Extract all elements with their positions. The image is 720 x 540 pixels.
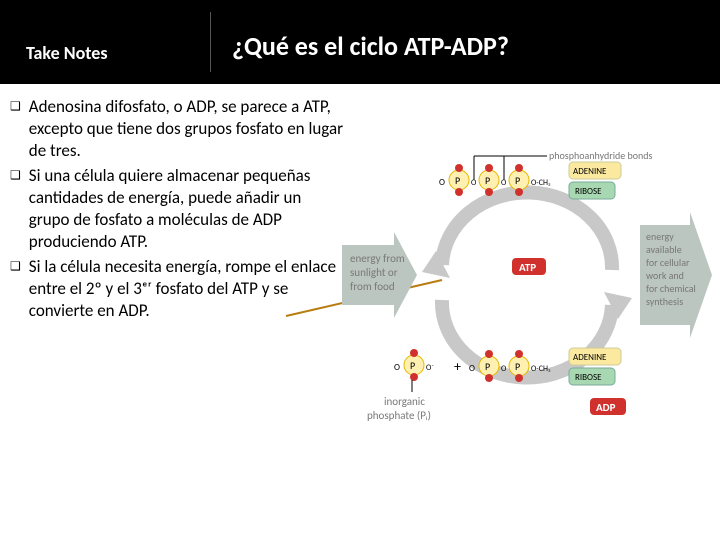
take-notes-label: Take Notes <box>26 42 108 64</box>
bullet-list: ❑ Adenosina difosfato, o ADP, se parece … <box>10 96 345 326</box>
atp-adp-cycle-diagram: energy from sunlight or from food energy… <box>342 130 712 480</box>
energy-out-l4: work and <box>646 269 684 282</box>
energy-in-l1: energy from <box>350 252 405 265</box>
svg-text:O: O <box>469 363 475 374</box>
plus-sign: + <box>454 358 461 375</box>
energy-in-l2: sunlight or <box>350 266 398 279</box>
energy-out-l5: for chemical <box>646 282 696 295</box>
pi-label-l2: phosphate (Pᵢ) <box>367 409 431 422</box>
atp-badge: ATP <box>512 258 546 275</box>
svg-text:P: P <box>515 360 520 373</box>
svg-text:ADP: ADP <box>596 401 616 414</box>
svg-text:O⁻: O⁻ <box>426 363 434 373</box>
svg-text:P: P <box>485 360 490 373</box>
svg-text:P: P <box>515 174 520 187</box>
header-divider <box>210 12 211 72</box>
ribose-label: RIBOSE <box>575 186 602 197</box>
energy-out-l6: synthesis <box>646 295 683 308</box>
list-item: ❑ Adenosina difosfato, o ADP, se parece … <box>10 96 345 161</box>
ribose-label: RIBOSE <box>575 372 602 383</box>
bullet-text: Adenosina difosfato, o ADP, se parece a … <box>29 96 345 161</box>
adp-badge: ADP <box>590 398 626 415</box>
list-item: ❑ Si una célula quiere almacenar pequeña… <box>10 165 345 252</box>
energy-out-l2: available <box>646 243 682 256</box>
svg-text:ATP: ATP <box>519 261 536 274</box>
bullet-text: Si una célula quiere almacenar pequeñas … <box>29 165 345 252</box>
svg-text:O: O <box>501 364 507 374</box>
svg-text:O-CH₂: O-CH₂ <box>531 364 551 374</box>
slide-title: ¿Qué es el ciclo ATP-ADP? <box>232 30 509 62</box>
energy-out-l3: for cellular <box>646 256 690 269</box>
svg-text:P: P <box>485 174 490 187</box>
svg-text:P: P <box>410 359 415 372</box>
adenine-label: ADENINE <box>573 352 607 363</box>
energy-in-arrow: energy from sunlight or from food <box>342 232 417 318</box>
energy-out-l1: energy <box>646 230 674 243</box>
svg-text:O: O <box>394 362 400 373</box>
bullet-marker-icon: ❑ <box>10 260 21 321</box>
svg-text:O-CH₂: O-CH₂ <box>531 178 551 188</box>
energy-in-l3: from food <box>350 280 395 293</box>
pi-label-l1: inorganic <box>384 395 425 408</box>
slide-header: Take Notes ¿Qué es el ciclo ATP-ADP? <box>0 0 720 84</box>
bond-label: phosphoanhydride bonds <box>549 149 653 162</box>
svg-text:P: P <box>455 174 460 187</box>
list-item: ❑ Si la célula necesita energía, rompe e… <box>10 256 345 321</box>
energy-out-arrow: energy available for cellular work and f… <box>640 212 712 338</box>
bullet-marker-icon: ❑ <box>10 169 21 252</box>
svg-text:O: O <box>439 177 445 188</box>
bullet-text: Si la célula necesita energía, rompe el … <box>29 256 345 321</box>
inorganic-phosphate: O P O⁻ <box>394 349 434 381</box>
adenine-label: ADENINE <box>573 166 607 177</box>
bullet-marker-icon: ❑ <box>10 100 21 161</box>
